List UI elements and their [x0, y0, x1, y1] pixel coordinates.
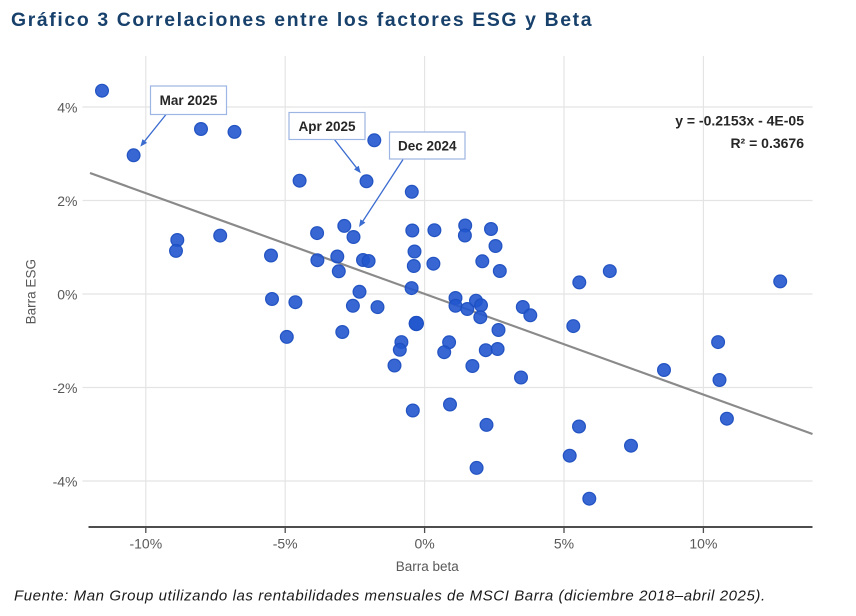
svg-text:4%: 4%: [57, 99, 77, 115]
svg-text:R² = 0.3676: R² = 0.3676: [730, 135, 804, 151]
svg-text:Barra beta: Barra beta: [396, 559, 460, 574]
svg-text:5%: 5%: [554, 535, 574, 551]
svg-text:0%: 0%: [414, 535, 434, 551]
svg-text:Dec 2024: Dec 2024: [398, 138, 457, 153]
svg-text:10%: 10%: [689, 535, 717, 551]
svg-text:Fuente: Man Group utilizando l: Fuente: Man Group utilizando las rentabi…: [14, 588, 766, 605]
svg-text:y = -0.2153x - 4E-05: y = -0.2153x - 4E-05: [675, 113, 804, 129]
svg-text:-5%: -5%: [273, 535, 298, 551]
svg-text:-2%: -2%: [53, 380, 78, 396]
svg-text:Gráfico 3 Correlaciones entre: Gráfico 3 Correlaciones entre los factor…: [11, 9, 593, 31]
svg-text:-10%: -10%: [129, 535, 162, 551]
svg-text:2%: 2%: [57, 193, 77, 209]
svg-text:Barra ESG: Barra ESG: [24, 259, 39, 324]
svg-text:Mar 2025: Mar 2025: [160, 93, 218, 108]
svg-text:0%: 0%: [57, 286, 77, 302]
svg-text:-4%: -4%: [53, 473, 78, 489]
svg-text:Apr 2025: Apr 2025: [298, 119, 356, 134]
